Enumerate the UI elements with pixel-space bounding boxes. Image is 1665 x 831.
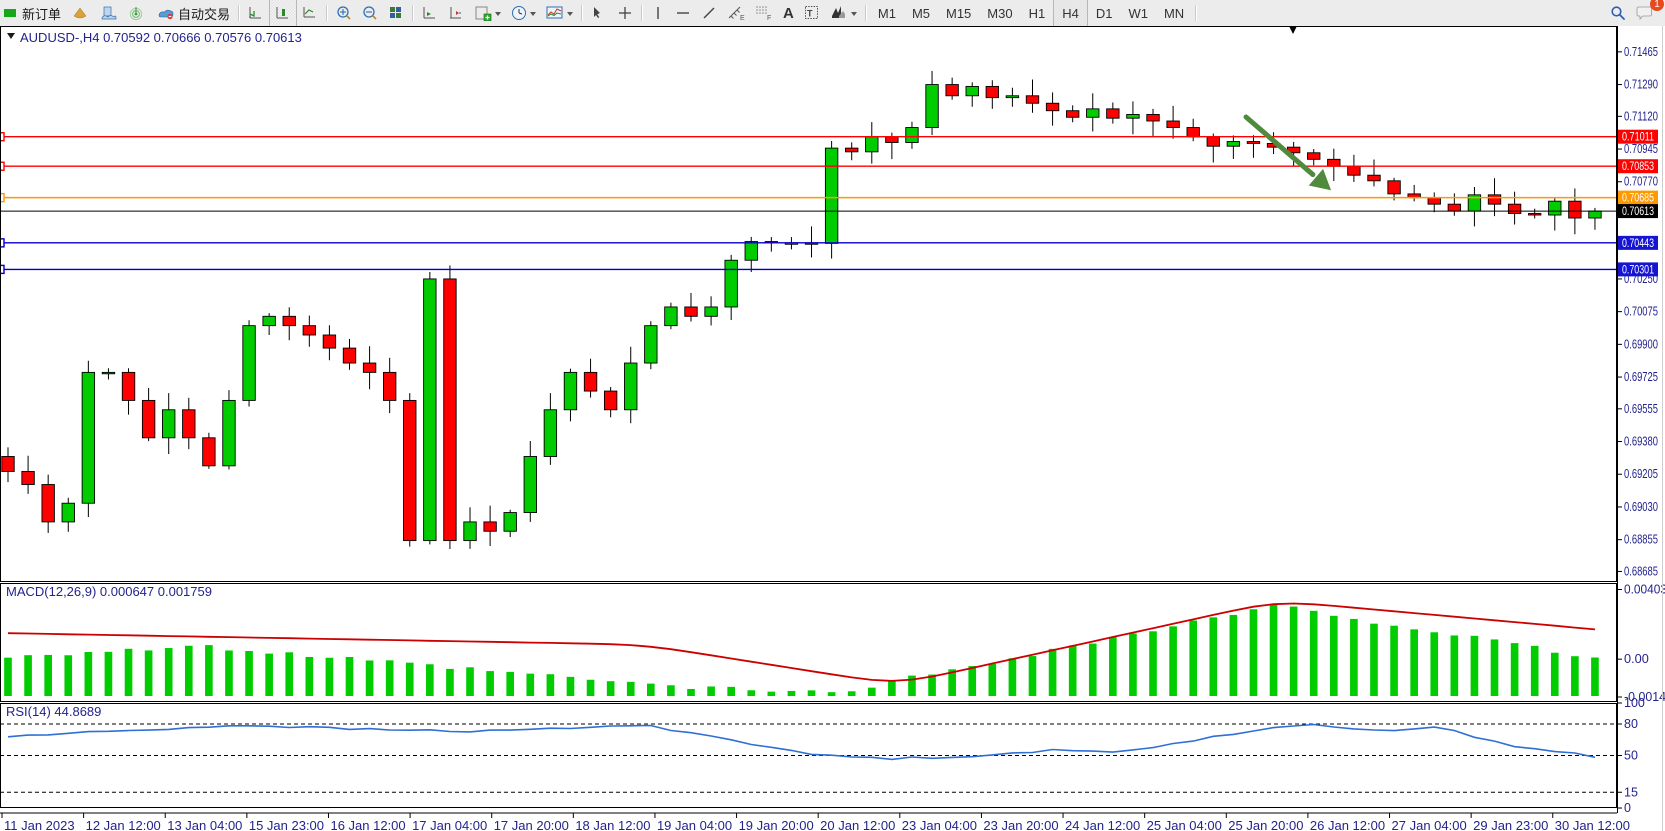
svg-text:16 Jan 12:00: 16 Jan 12:00	[330, 818, 405, 831]
svg-text:19 Jan 04:00: 19 Jan 04:00	[657, 818, 732, 831]
svg-text:0.00: 0.00	[1624, 652, 1649, 666]
svg-text:0.70685: 0.70685	[1622, 193, 1654, 205]
svg-text:F: F	[767, 15, 771, 21]
svg-text:17 Jan 04:00: 17 Jan 04:00	[412, 818, 487, 831]
svg-text:E: E	[740, 15, 745, 21]
svg-text:0.70613: 0.70613	[1622, 206, 1654, 218]
svg-text:0.71011: 0.71011	[1622, 132, 1654, 144]
svg-text:0.71120: 0.71120	[1624, 109, 1658, 123]
svg-text:0.69380: 0.69380	[1624, 435, 1658, 449]
svg-text:0.69205: 0.69205	[1624, 467, 1658, 481]
svg-text:50: 50	[1624, 749, 1638, 763]
svg-text:15: 15	[1624, 785, 1638, 799]
svg-text:0.69555: 0.69555	[1624, 402, 1658, 416]
svg-text:19 Jan 20:00: 19 Jan 20:00	[739, 818, 814, 831]
svg-text:0.70770: 0.70770	[1624, 175, 1658, 189]
svg-text:0.70075: 0.70075	[1624, 305, 1658, 319]
svg-text:0.70443: 0.70443	[1622, 238, 1654, 250]
svg-text:0: 0	[1624, 801, 1631, 815]
svg-text:0.71290: 0.71290	[1624, 78, 1658, 92]
svg-text:AUDUSD-,H4 0.70592 0.70666 0: AUDUSD-,H4 0.70592 0.70666 0.70576 0.706…	[20, 30, 302, 45]
svg-text:30 Jan 12:00: 30 Jan 12:00	[1555, 818, 1630, 831]
svg-text:18 Jan 12:00: 18 Jan 12:00	[575, 818, 650, 831]
svg-text:26 Jan 12:00: 26 Jan 12:00	[1310, 818, 1385, 831]
svg-text:T: T	[807, 9, 813, 19]
svg-text:23 Jan 04:00: 23 Jan 04:00	[902, 818, 977, 831]
svg-text:24 Jan 12:00: 24 Jan 12:00	[1065, 818, 1140, 831]
svg-text:0.004039: 0.004039	[1624, 583, 1665, 597]
svg-text:0.70853: 0.70853	[1622, 161, 1654, 173]
svg-text:0.68685: 0.68685	[1624, 564, 1658, 578]
svg-text:0.69725: 0.69725	[1624, 370, 1658, 384]
svg-text:12 Jan 12:00: 12 Jan 12:00	[86, 818, 161, 831]
svg-text:RSI(14) 44.8689: RSI(14) 44.8689	[6, 704, 101, 719]
svg-text:20 Jan 12:00: 20 Jan 12:00	[820, 818, 895, 831]
svg-text:17 Jan 20:00: 17 Jan 20:00	[494, 818, 569, 831]
svg-text:0.68855: 0.68855	[1624, 533, 1658, 547]
svg-text:0.69900: 0.69900	[1624, 337, 1658, 351]
svg-text:15 Jan 23:00: 15 Jan 23:00	[249, 818, 324, 831]
svg-text:100: 100	[1624, 696, 1645, 710]
svg-text:0.69030: 0.69030	[1624, 500, 1658, 514]
svg-text:0.70945: 0.70945	[1624, 142, 1658, 156]
svg-text:25 Jan 04:00: 25 Jan 04:00	[1147, 818, 1222, 831]
svg-text:23 Jan 20:00: 23 Jan 20:00	[983, 818, 1058, 831]
svg-text:25 Jan 20:00: 25 Jan 20:00	[1228, 818, 1303, 831]
svg-text:0.71465: 0.71465	[1624, 45, 1658, 59]
svg-text:80: 80	[1624, 717, 1638, 731]
svg-text:11 Jan 2023: 11 Jan 2023	[4, 818, 75, 831]
svg-text:13 Jan 04:00: 13 Jan 04:00	[167, 818, 242, 831]
svg-text:29 Jan 23:00: 29 Jan 23:00	[1473, 818, 1548, 831]
svg-text:MACD(12,26,9) 0.000647 0.001: MACD(12,26,9) 0.000647 0.001759	[6, 584, 212, 599]
svg-text:0.70301: 0.70301	[1622, 264, 1654, 276]
svg-text:27 Jan 04:00: 27 Jan 04:00	[1392, 818, 1467, 831]
